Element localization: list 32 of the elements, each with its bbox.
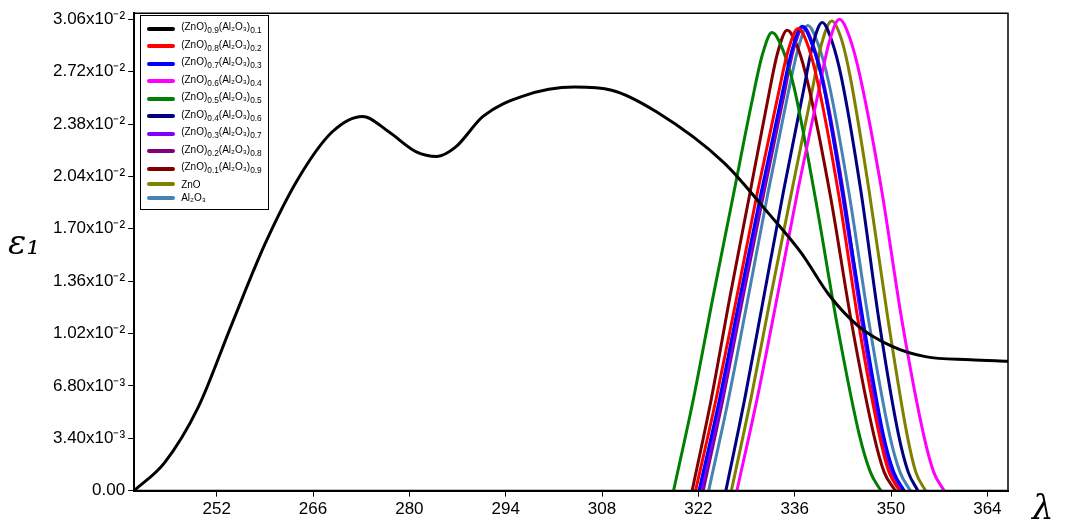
legend-label: (ZnO)$_{0.5}$(Al₂O₃)$_{0.5}$	[181, 90, 262, 108]
y-tick-label: 2.38x10⁻²	[52, 113, 126, 133]
legend-label: (ZnO)$_{0.8}$(Al₂O₃)$_{0.2}$	[181, 37, 262, 55]
y-tick-label: 3.40x10⁻³	[52, 427, 126, 447]
legend-label: Al₂O₃	[181, 191, 206, 205]
y-tick-label: 3.06x10⁻²	[52, 9, 126, 29]
x-tick-label: 364	[973, 499, 1002, 519]
x-tick-label: 266	[298, 499, 328, 519]
y-tick-label: 1.36x10⁻²	[52, 270, 126, 290]
legend-label: (ZnO)$_{0.3}$(Al₂O₃)$_{0.7}$	[181, 125, 262, 143]
x-tick-label: 308	[587, 499, 617, 519]
y-tick-label: 6.80x10⁻³	[52, 375, 126, 395]
y-tick-label: 1.70x10⁻²	[52, 218, 126, 238]
legend-label: (ZnO)$_{0.9}$(Al₂O₃)$_{0.1}$	[181, 20, 262, 38]
legend-label: (ZnO)$_{0.7}$(Al₂O₃)$_{0.3}$	[181, 55, 262, 73]
y-tick-label: 2.72x10⁻²	[52, 61, 126, 81]
x-tick-label: 336	[780, 499, 809, 519]
x-tick-label: 280	[395, 499, 424, 519]
legend-label: (ZnO)$_{0.2}$(Al₂O₃)$_{0.8}$	[181, 142, 262, 160]
x-tick-label: 294	[491, 499, 520, 519]
y-axis-title: ε₁	[8, 221, 40, 262]
y-tick-label: 0.00	[92, 480, 126, 500]
legend-label: (ZnO)$_{0.6}$(Al₂O₃)$_{0.4}$	[181, 72, 262, 90]
x-axis-title: λ	[1032, 486, 1054, 527]
x-tick-label: 350	[876, 499, 906, 519]
x-tick-label: 252	[202, 499, 231, 519]
legend-label: (ZnO)$_{0.1}$(Al₂O₃)$_{0.9}$	[181, 160, 262, 178]
legend-label: ZnO	[181, 177, 201, 192]
y-tick-label: 1.02x10⁻²	[52, 323, 126, 343]
x-tick-label: 322	[684, 499, 713, 519]
y-tick-label: 2.04x10⁻²	[52, 166, 126, 186]
legend-label: (ZnO)$_{0.4}$(Al₂O₃)$_{0.6}$	[181, 107, 262, 125]
